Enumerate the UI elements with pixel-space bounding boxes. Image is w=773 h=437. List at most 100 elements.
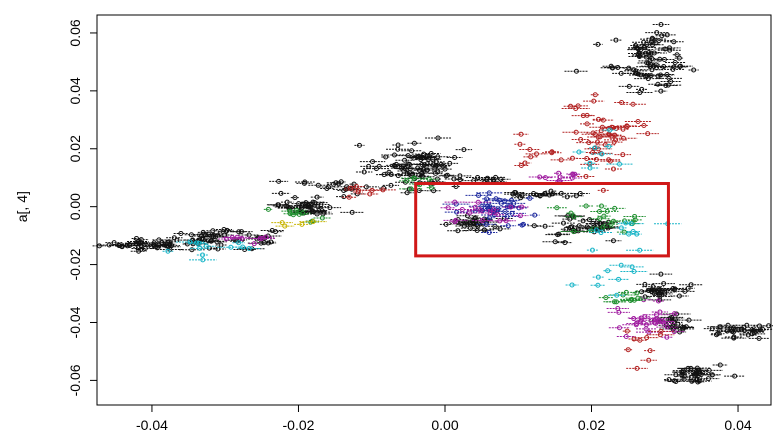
point-marker: [502, 198, 508, 204]
point-marker: [366, 163, 372, 169]
point-marker: [287, 208, 293, 214]
point-marker: [451, 176, 457, 182]
point-marker: [431, 188, 437, 194]
point-marker: [658, 88, 664, 94]
x-tick-label: 0.00: [431, 417, 458, 433]
x-tick-label: 0.02: [578, 417, 605, 433]
point-marker: [635, 118, 641, 124]
point-marker: [411, 140, 417, 146]
data-point: [595, 128, 608, 134]
point-marker: [618, 225, 624, 231]
point-marker: [208, 238, 214, 244]
point-marker: [520, 221, 526, 227]
data-point: [419, 167, 436, 173]
point-marker: [200, 229, 206, 235]
data-point: [189, 245, 210, 251]
data-point: [502, 204, 519, 210]
data-point: [589, 145, 601, 151]
point-marker: [601, 213, 607, 219]
point-marker: [573, 68, 579, 74]
point-marker: [531, 190, 537, 196]
point-marker: [276, 178, 282, 184]
y-tick-label: -0.06: [67, 364, 83, 396]
point-marker: [239, 235, 245, 241]
point-marker: [624, 328, 630, 334]
data-point: [741, 327, 763, 333]
point-marker: [508, 204, 514, 210]
data-point: [604, 166, 622, 172]
point-marker: [475, 199, 481, 205]
point-marker: [658, 21, 664, 27]
data-point: [382, 182, 400, 188]
point-marker: [591, 98, 597, 104]
point-marker: [421, 151, 427, 157]
point-marker: [315, 204, 321, 210]
point-marker: [481, 227, 487, 233]
data-point: [679, 282, 704, 288]
point-marker: [648, 39, 654, 45]
data-point: [616, 333, 636, 339]
point-marker: [223, 236, 229, 242]
point-marker: [568, 210, 574, 216]
point-marker: [613, 299, 619, 305]
point-marker: [505, 223, 511, 229]
point-marker: [528, 154, 534, 160]
data-point: [635, 329, 662, 335]
point-marker: [681, 324, 687, 330]
data-point: [162, 248, 174, 254]
point-marker: [338, 179, 344, 185]
data-point: [518, 221, 529, 227]
point-marker: [580, 113, 586, 119]
data-point: [636, 131, 659, 137]
data-point: [290, 195, 300, 201]
point-marker: [577, 191, 583, 197]
point-marker: [676, 293, 682, 299]
point-marker: [664, 334, 670, 340]
point-marker: [200, 252, 206, 258]
data-point: [206, 228, 220, 234]
point-marker: [658, 72, 664, 78]
point-marker: [649, 287, 655, 293]
point-marker: [455, 228, 461, 234]
data-point: [249, 241, 260, 247]
point-marker: [661, 56, 667, 62]
data-point: [595, 208, 619, 214]
data-point: [592, 274, 605, 280]
data-point: [580, 121, 595, 127]
data-point: [485, 197, 513, 203]
point-marker: [600, 224, 606, 230]
point-marker: [731, 334, 737, 340]
data-point: [563, 103, 578, 109]
point-marker: [258, 240, 264, 246]
data-point: [525, 195, 534, 201]
point-marker: [558, 157, 564, 163]
data-point: [500, 223, 517, 229]
point-marker: [411, 175, 417, 181]
point-marker: [116, 243, 122, 249]
point-marker: [391, 152, 397, 158]
data-point: [271, 190, 291, 196]
point-marker: [294, 207, 300, 213]
data-point: [603, 205, 626, 211]
point-marker: [598, 230, 604, 236]
point-marker: [279, 220, 285, 226]
point-marker: [259, 235, 265, 241]
data-point: [735, 322, 759, 328]
point-marker: [658, 271, 664, 277]
data-point: [586, 139, 609, 145]
data-point: [496, 218, 516, 224]
point-marker: [106, 242, 112, 248]
data-point: [304, 203, 314, 209]
data-point: [175, 239, 204, 245]
point-marker: [138, 239, 144, 245]
data-point: [590, 282, 606, 288]
x-tick-label: 0.04: [724, 417, 751, 433]
point-marker: [661, 281, 667, 287]
point-marker: [370, 159, 376, 165]
data-point: [614, 100, 629, 106]
data-point: [423, 162, 450, 168]
point-marker: [453, 217, 459, 223]
data-point: [610, 37, 622, 43]
point-marker: [356, 142, 362, 148]
point-marker: [542, 223, 548, 229]
